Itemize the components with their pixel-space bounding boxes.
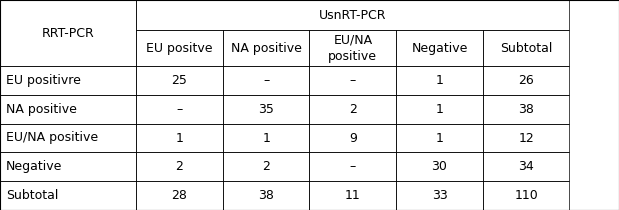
Text: 34: 34 <box>518 160 534 173</box>
Bar <box>136 95 223 124</box>
Text: Subtotal: Subtotal <box>6 189 59 202</box>
Text: 1: 1 <box>436 74 443 87</box>
Text: RRT-PCR: RRT-PCR <box>41 26 95 39</box>
Text: EU/NA positive: EU/NA positive <box>6 131 98 144</box>
Bar <box>396 124 483 152</box>
Text: 110: 110 <box>514 189 538 202</box>
Text: 1: 1 <box>176 131 183 144</box>
Bar <box>396 95 483 124</box>
Bar <box>310 124 396 152</box>
Text: –: – <box>176 103 183 116</box>
Text: –: – <box>263 74 269 87</box>
Bar <box>483 124 569 152</box>
Text: 9: 9 <box>349 131 357 144</box>
Bar <box>483 181 569 210</box>
Bar <box>136 124 223 152</box>
Bar <box>310 66 396 95</box>
Text: 38: 38 <box>258 189 274 202</box>
Text: EU/NA
positive: EU/NA positive <box>328 34 378 63</box>
Text: 1: 1 <box>262 131 270 144</box>
Text: –: – <box>350 74 356 87</box>
Bar <box>0 0 136 66</box>
Bar <box>310 95 396 124</box>
Bar <box>396 66 483 95</box>
Bar <box>310 30 396 66</box>
Bar <box>0 181 136 210</box>
Text: Negative: Negative <box>411 42 468 55</box>
Bar <box>136 66 223 95</box>
Text: 30: 30 <box>431 160 448 173</box>
Text: 12: 12 <box>518 131 534 144</box>
Text: 2: 2 <box>176 160 183 173</box>
Bar <box>396 152 483 181</box>
Bar <box>483 152 569 181</box>
Bar <box>223 181 310 210</box>
Bar <box>483 66 569 95</box>
Text: 1: 1 <box>436 103 443 116</box>
Text: 26: 26 <box>518 74 534 87</box>
Bar <box>0 95 136 124</box>
Bar <box>223 152 310 181</box>
Text: UsnRT-PCR: UsnRT-PCR <box>319 8 387 21</box>
Bar <box>0 66 136 95</box>
Text: 2: 2 <box>262 160 270 173</box>
Text: 11: 11 <box>345 189 361 202</box>
Text: 38: 38 <box>518 103 534 116</box>
Bar <box>0 124 136 152</box>
Bar <box>136 152 223 181</box>
Bar <box>396 181 483 210</box>
Text: 33: 33 <box>431 189 448 202</box>
Bar <box>0 152 136 181</box>
Bar <box>483 95 569 124</box>
Bar <box>483 30 569 66</box>
Text: EU positivre: EU positivre <box>6 74 81 87</box>
Text: 1: 1 <box>436 131 443 144</box>
Text: 35: 35 <box>258 103 274 116</box>
Bar <box>136 0 569 30</box>
Bar <box>223 124 310 152</box>
Text: 2: 2 <box>349 103 357 116</box>
Bar <box>223 95 310 124</box>
Bar <box>396 30 483 66</box>
Bar <box>136 30 223 66</box>
Bar <box>310 181 396 210</box>
Text: EU positve: EU positve <box>146 42 213 55</box>
Text: NA positive: NA positive <box>231 42 301 55</box>
Bar <box>136 181 223 210</box>
Text: –: – <box>350 160 356 173</box>
Bar <box>310 152 396 181</box>
Text: 25: 25 <box>171 74 188 87</box>
Text: NA positive: NA positive <box>6 103 77 116</box>
Text: Subtotal: Subtotal <box>500 42 552 55</box>
Bar <box>223 66 310 95</box>
Text: Negative: Negative <box>6 160 63 173</box>
Text: 28: 28 <box>171 189 188 202</box>
Bar <box>223 30 310 66</box>
